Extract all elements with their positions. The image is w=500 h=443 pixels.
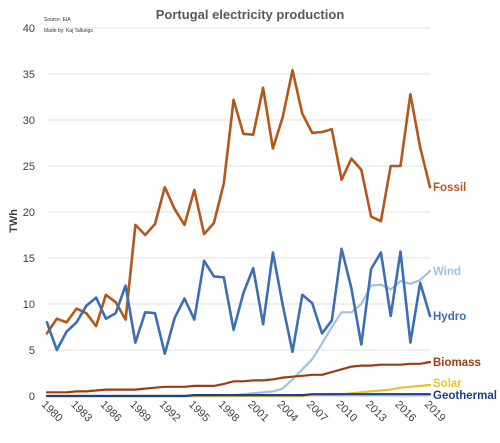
y-axis: 0 5 10 15 20 25 30 35 40 [23, 23, 35, 403]
x-tick-label: 2013 [363, 399, 389, 425]
source-note: Source: EIA [44, 17, 71, 23]
y-tick-label: 15 [23, 253, 35, 265]
x-tick-label: 1980 [39, 399, 65, 425]
y-tick-label: 10 [23, 299, 35, 311]
x-tick-label: 2007 [304, 399, 330, 425]
y-tick-label: 5 [29, 345, 35, 357]
x-tick-label: 2010 [333, 399, 359, 425]
x-tick-label: 1986 [98, 399, 124, 425]
x-tick-label: 1983 [68, 399, 94, 425]
y-axis-label: TWh [8, 209, 20, 233]
y-tick-label: 20 [23, 207, 35, 219]
series-line-hydro [45, 247, 432, 356]
x-tick-label: 2004 [275, 399, 301, 425]
y-tick-label: 35 [23, 69, 35, 81]
x-axis: 1980 1983 1986 1989 1992 1995 1998 2001 2004 2007… [39, 395, 448, 425]
x-tick-label: 1989 [127, 399, 153, 425]
series-label-wind: Wind [433, 266, 461, 278]
x-tick-label: 2019 [422, 399, 448, 425]
author-note: Made by: Kaj Tallungs [44, 28, 93, 34]
series-line-biomass [45, 360, 432, 394]
y-tick-label: 25 [23, 161, 35, 173]
y-tick-label: 40 [23, 23, 35, 35]
series-label-solar: Solar [433, 378, 462, 390]
y-tick-label: 30 [23, 115, 35, 127]
x-tick-label: 2001 [245, 399, 271, 425]
chart-title: Portugal electricity production [156, 7, 345, 22]
series-lines [45, 69, 432, 398]
series-label-hydro: Hydro [433, 311, 466, 323]
x-tick-label: 2016 [392, 399, 418, 425]
y-tick-label: 0 [29, 391, 35, 403]
series-label-geothermal: Geothermal [433, 390, 497, 402]
series-label-biomass: Biomass [433, 357, 481, 369]
series-line-wind [45, 269, 432, 398]
series-line-geothermal [45, 393, 432, 398]
x-tick-label: 1998 [216, 399, 242, 425]
x-tick-label: 1992 [157, 399, 183, 425]
series-label-fossil: Fossil [433, 182, 466, 194]
x-tick-label: 1995 [186, 399, 212, 425]
series-line-fossil [45, 69, 432, 335]
